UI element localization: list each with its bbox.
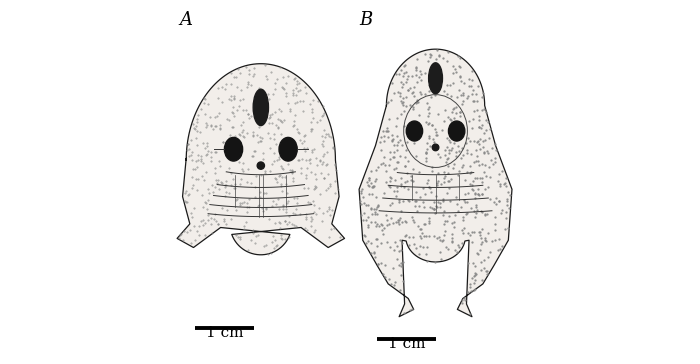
- Text: 1 cm: 1 cm: [206, 327, 243, 340]
- Ellipse shape: [406, 121, 423, 141]
- Ellipse shape: [449, 121, 465, 141]
- Ellipse shape: [428, 63, 442, 94]
- Text: A: A: [179, 11, 192, 29]
- Circle shape: [433, 144, 439, 151]
- Ellipse shape: [279, 137, 298, 161]
- Polygon shape: [177, 64, 344, 255]
- Circle shape: [257, 162, 265, 169]
- Text: 1 cm: 1 cm: [388, 337, 425, 351]
- Ellipse shape: [253, 89, 269, 126]
- Polygon shape: [359, 49, 512, 317]
- Ellipse shape: [225, 137, 243, 161]
- Text: B: B: [359, 11, 372, 29]
